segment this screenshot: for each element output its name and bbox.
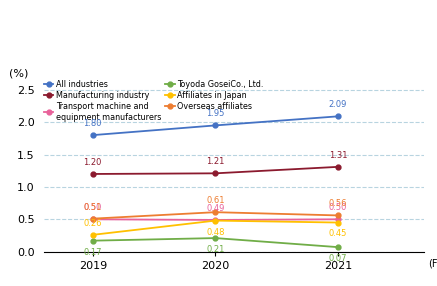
Text: 0.49: 0.49 — [206, 204, 225, 213]
Text: 0.07: 0.07 — [329, 254, 347, 263]
Text: 0.50: 0.50 — [329, 203, 347, 212]
Text: 1.20: 1.20 — [83, 158, 102, 167]
Text: 0.21: 0.21 — [206, 245, 225, 254]
Text: 1.31: 1.31 — [329, 151, 347, 160]
Text: 2.09: 2.09 — [329, 100, 347, 110]
Text: 0.61: 0.61 — [206, 196, 225, 205]
Text: 1.95: 1.95 — [206, 110, 225, 118]
Text: 1.21: 1.21 — [206, 157, 225, 166]
Text: (%): (%) — [10, 68, 29, 78]
Text: 1.80: 1.80 — [83, 119, 102, 128]
Text: 0.48: 0.48 — [206, 228, 225, 237]
Legend: All industries, Manufacturing industry, Transport machine and
equipment manufact: All industries, Manufacturing industry, … — [44, 80, 264, 122]
Text: 0.45: 0.45 — [329, 229, 347, 239]
Text: (FY): (FY) — [428, 259, 437, 269]
Text: 0.17: 0.17 — [83, 248, 102, 257]
Text: 0.26: 0.26 — [83, 219, 102, 228]
Text: 0.56: 0.56 — [329, 199, 347, 208]
Text: 0.50: 0.50 — [83, 203, 102, 212]
Text: 0.51: 0.51 — [83, 203, 102, 212]
